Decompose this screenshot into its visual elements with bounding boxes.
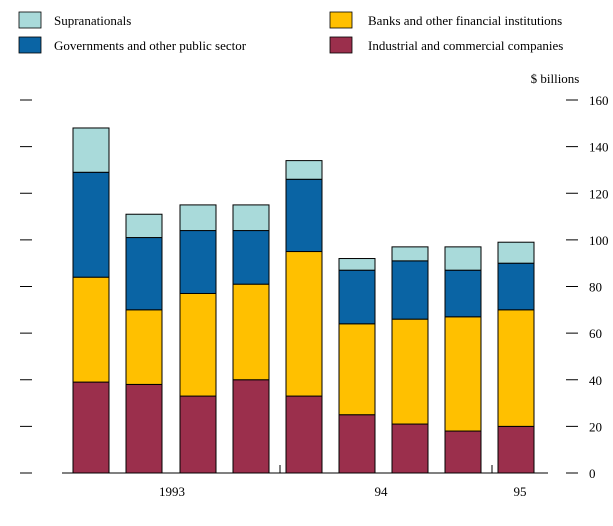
x-axis: 1993 94 95 — [62, 465, 548, 499]
bar-segment-industrial — [179, 395, 217, 474]
bar-segment-supranationals — [391, 246, 429, 262]
bar-segment-supranationals — [444, 246, 482, 271]
bar-segment-industrial — [497, 425, 535, 474]
y-tick-label: 60 — [589, 326, 602, 341]
bar-segment-supranationals — [179, 204, 217, 232]
bar-segment-industrial — [125, 383, 163, 474]
bar-segment-industrial — [285, 395, 323, 474]
bar-segment-governments — [497, 262, 535, 311]
bar-segment-banks — [444, 316, 482, 432]
bars — [72, 127, 535, 474]
bar-segment-banks — [391, 318, 429, 425]
y-axis: 0 20 40 60 80 100 120 140 160 — [20, 93, 609, 481]
bar-segment-industrial — [444, 430, 482, 474]
legend-label-supranationals: Supranationals — [54, 13, 131, 28]
bar-segment-governments — [125, 237, 163, 311]
bar-segment-industrial — [391, 423, 429, 474]
bar-segment-governments — [232, 230, 270, 285]
bar-segment-supranationals — [285, 160, 323, 180]
bar-segment-banks — [232, 283, 270, 381]
bar-segment-banks — [285, 251, 323, 397]
bar-segment-banks — [72, 276, 110, 383]
legend-label-industrial: Industrial and commercial companies — [368, 38, 563, 53]
legend: Supranationals Governments and other pub… — [18, 11, 563, 54]
y-tick-label: 140 — [589, 140, 609, 155]
legend-swatch-banks — [329, 11, 353, 29]
bar-segment-industrial — [232, 379, 270, 474]
bar-segment-governments — [391, 260, 429, 320]
x-year-label: 94 — [375, 484, 389, 499]
bar-segment-supranationals — [497, 241, 535, 264]
bar-segment-governments — [179, 230, 217, 294]
bar-segment-governments — [444, 269, 482, 318]
legend-label-banks: Banks and other financial institutions — [368, 13, 562, 28]
bar-segment-governments — [72, 171, 110, 278]
bar-segment-supranationals — [72, 127, 110, 173]
bar-segment-industrial — [72, 381, 110, 474]
legend-swatch-industrial — [329, 36, 353, 54]
legend-label-governments: Governments and other public sector — [54, 38, 247, 53]
bar-segment-supranationals — [125, 213, 163, 239]
bar-segment-supranationals — [232, 204, 270, 232]
bar-segment-banks — [125, 309, 163, 385]
y-tick-label: 100 — [589, 233, 609, 248]
y-tick-label: 120 — [589, 186, 609, 201]
bar-segment-industrial — [338, 414, 376, 474]
legend-swatch-supranationals — [18, 11, 42, 29]
bar-segment-supranationals — [338, 258, 376, 271]
y-tick-label: 80 — [589, 280, 602, 295]
x-year-label: 95 — [514, 484, 527, 499]
y-axis-unit-label: $ billions — [531, 71, 580, 86]
bar-segment-banks — [497, 309, 535, 427]
y-tick-label: 160 — [589, 93, 609, 108]
y-tick-label: 20 — [589, 419, 602, 434]
y-tick-label: 40 — [589, 373, 602, 388]
bar-segment-banks — [338, 323, 376, 416]
x-year-label: 1993 — [159, 484, 185, 499]
bar-segment-governments — [285, 178, 323, 253]
bar-segment-governments — [338, 269, 376, 325]
bar-segment-banks — [179, 292, 217, 397]
y-tick-label: 0 — [589, 466, 596, 481]
legend-swatch-governments — [18, 36, 42, 54]
